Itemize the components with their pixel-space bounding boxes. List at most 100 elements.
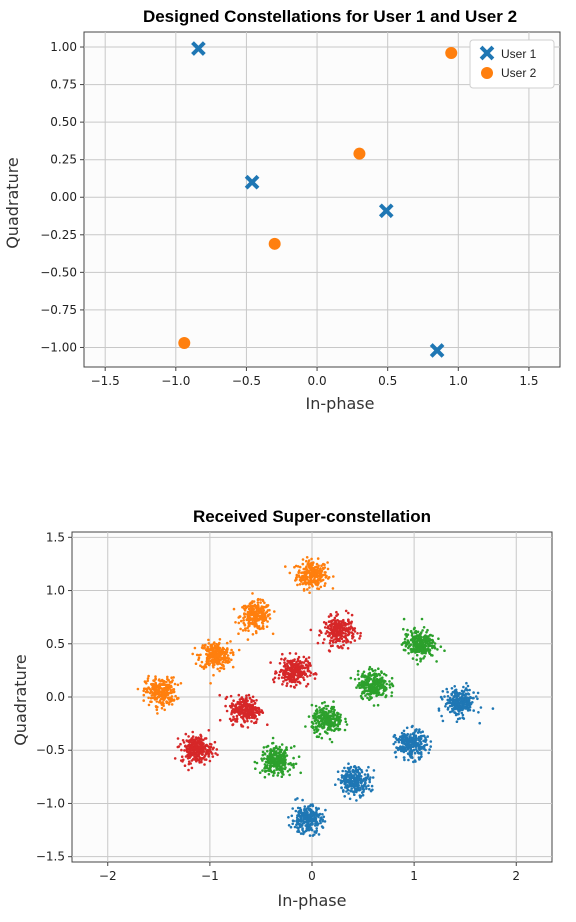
received-point [204, 643, 207, 647]
received-point [357, 771, 361, 775]
received-point [465, 681, 468, 685]
received-point [322, 724, 326, 727]
received-point [353, 770, 357, 773]
received-point [431, 638, 434, 642]
received-point [192, 739, 195, 742]
chart-1-x-ticks: −1.5 −1.0 −0.5 0.0 0.5 1.0 1.5 [91, 367, 538, 388]
received-point [305, 685, 308, 688]
received-point [289, 825, 293, 829]
received-point [357, 776, 360, 779]
received-point [310, 725, 314, 729]
chart-1-x-axis-label: In-phase [306, 394, 375, 413]
received-point [240, 724, 243, 728]
received-point [258, 713, 261, 716]
received-point [458, 691, 462, 695]
received-point [200, 740, 203, 743]
user-2-point [268, 237, 281, 250]
received-point [332, 700, 335, 703]
received-point [478, 721, 482, 725]
received-point [368, 692, 371, 696]
received-point [318, 633, 321, 637]
received-point [262, 757, 266, 760]
received-point [369, 677, 372, 680]
received-point [293, 825, 297, 829]
received-point [323, 730, 327, 733]
received-point [453, 707, 457, 711]
received-point [390, 676, 394, 680]
received-point [287, 660, 291, 663]
received-point [321, 710, 324, 714]
received-point [210, 743, 213, 746]
received-point [448, 698, 452, 701]
received-point [420, 742, 423, 746]
received-point [296, 583, 299, 587]
received-point [291, 664, 294, 668]
received-point [416, 731, 420, 734]
received-point [420, 647, 424, 651]
received-point [283, 673, 287, 676]
received-point [244, 629, 247, 632]
received-point [326, 704, 330, 708]
received-point [461, 708, 464, 711]
received-point [230, 648, 233, 652]
received-point [333, 638, 336, 641]
received-point [242, 701, 245, 704]
cluster [136, 674, 183, 715]
received-point [427, 635, 430, 638]
y-tick-label: 1.5 [46, 530, 65, 544]
received-point [169, 691, 172, 694]
received-point [214, 752, 217, 755]
received-point [207, 752, 211, 755]
received-point [218, 638, 222, 641]
received-point [377, 688, 381, 691]
received-point [339, 713, 342, 717]
received-point [221, 646, 225, 650]
received-point [281, 753, 284, 756]
received-point [317, 581, 320, 585]
received-point [303, 666, 307, 670]
received-point [250, 720, 253, 723]
received-point [212, 659, 215, 662]
x-tick-label: 0.5 [378, 374, 397, 388]
received-point [416, 663, 420, 666]
received-point [334, 624, 338, 627]
received-point [408, 752, 411, 756]
received-point [145, 682, 148, 685]
received-point [433, 642, 437, 645]
y-tick-label: −0.25 [40, 228, 77, 242]
received-point [209, 682, 212, 685]
received-point [350, 613, 354, 617]
received-point [428, 748, 431, 751]
received-point [440, 714, 443, 718]
received-point [257, 626, 261, 630]
received-point [355, 799, 358, 802]
y-tick-label: 0.5 [46, 637, 65, 651]
received-point [287, 824, 291, 827]
received-point [291, 822, 295, 826]
received-point [307, 715, 311, 718]
received-point [157, 687, 161, 691]
received-point [314, 824, 317, 827]
received-point [382, 684, 385, 688]
received-point [375, 672, 378, 676]
received-point [322, 707, 325, 710]
received-point [219, 666, 222, 670]
received-point [309, 628, 313, 632]
received-point [173, 757, 177, 760]
received-point [317, 715, 320, 719]
received-point [247, 616, 250, 619]
received-point [351, 637, 354, 640]
received-point [468, 688, 471, 692]
received-point [261, 599, 265, 603]
received-point [265, 757, 269, 761]
legend-marker-user-1 [479, 45, 495, 61]
received-point [240, 696, 244, 699]
received-point [345, 775, 349, 778]
received-point [299, 579, 303, 582]
received-point [306, 682, 310, 686]
received-point [338, 639, 342, 643]
received-point [368, 787, 371, 791]
received-point [275, 754, 278, 757]
received-point [477, 711, 480, 714]
received-point [268, 753, 272, 756]
